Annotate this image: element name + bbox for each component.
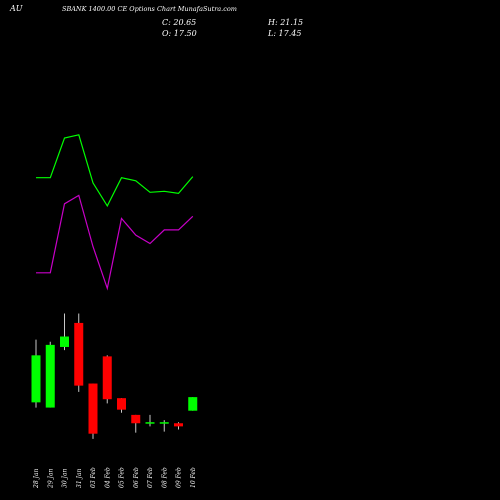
candle-body xyxy=(88,383,98,434)
date-label: 05 Feb xyxy=(119,467,126,488)
low-value: L: 17.45 xyxy=(268,29,302,38)
candle-body xyxy=(159,422,169,424)
candle xyxy=(174,422,183,430)
band-line-lower xyxy=(36,194,194,291)
date-label: 28 Jan xyxy=(33,468,40,489)
date-label: 09 Feb xyxy=(176,467,183,488)
candle xyxy=(117,398,126,413)
candle xyxy=(102,355,112,404)
candle xyxy=(88,383,98,439)
candle-body xyxy=(102,356,112,400)
candle xyxy=(131,414,141,433)
candle xyxy=(74,313,84,392)
date-axis: 28 Jan 29 Jan 30 Jan 31 Jan 03 Feb 04 Feb 05 F… xyxy=(33,467,197,489)
open-value: O: 17.50 xyxy=(162,29,197,38)
band-lines xyxy=(36,134,194,291)
symbol-label: AU xyxy=(10,4,23,13)
candle xyxy=(145,414,155,427)
candle-body xyxy=(117,398,126,410)
candle-body xyxy=(188,397,198,411)
date-label: 10 Feb xyxy=(190,467,197,488)
candle-body xyxy=(45,344,55,408)
date-label: 04 Feb xyxy=(104,467,111,488)
date-label: 29 Jan xyxy=(47,468,54,489)
candle xyxy=(31,339,41,408)
candle-body xyxy=(31,355,41,403)
chart-title: SBANK 1400.00 CE Options Chart MunafaSut… xyxy=(62,5,237,13)
date-label: 07 Feb xyxy=(147,467,154,488)
candle-body xyxy=(60,336,69,347)
candle-body xyxy=(74,322,84,386)
date-label: 31 Jan xyxy=(76,468,83,488)
band-line-upper xyxy=(36,134,194,208)
candle-body xyxy=(131,414,141,424)
candle xyxy=(60,313,69,351)
close-value: C: 20.65 xyxy=(162,18,197,27)
candle xyxy=(45,341,55,408)
candles xyxy=(31,313,198,439)
candle-body xyxy=(174,423,183,427)
date-label: 30 Jan xyxy=(62,468,69,488)
high-value: H: 21.15 xyxy=(268,18,304,27)
candle-body xyxy=(145,422,155,424)
date-label: 08 Feb xyxy=(161,467,168,488)
date-label: 03 Feb xyxy=(90,467,97,488)
date-label: 06 Feb xyxy=(133,467,140,488)
candle xyxy=(159,420,169,432)
candle xyxy=(188,397,198,411)
